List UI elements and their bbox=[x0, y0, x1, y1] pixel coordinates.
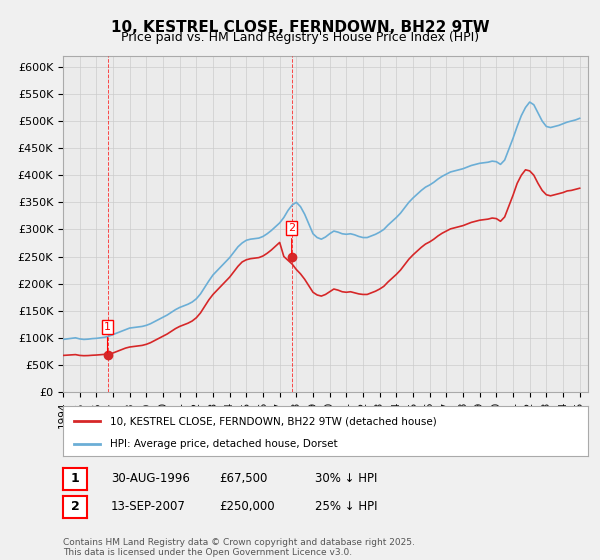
Text: 30% ↓ HPI: 30% ↓ HPI bbox=[315, 472, 377, 486]
Text: 1: 1 bbox=[104, 322, 111, 353]
Text: 10, KESTREL CLOSE, FERNDOWN, BH22 9TW (detached house): 10, KESTREL CLOSE, FERNDOWN, BH22 9TW (d… bbox=[110, 416, 437, 426]
Text: £250,000: £250,000 bbox=[219, 500, 275, 514]
Text: Contains HM Land Registry data © Crown copyright and database right 2025.
This d: Contains HM Land Registry data © Crown c… bbox=[63, 538, 415, 557]
Text: HPI: Average price, detached house, Dorset: HPI: Average price, detached house, Dors… bbox=[110, 439, 338, 449]
Text: 30-AUG-1996: 30-AUG-1996 bbox=[111, 472, 190, 486]
Text: Price paid vs. HM Land Registry's House Price Index (HPI): Price paid vs. HM Land Registry's House … bbox=[121, 31, 479, 44]
Text: 2: 2 bbox=[288, 223, 295, 254]
Text: 1: 1 bbox=[71, 472, 79, 486]
Text: 13-SEP-2007: 13-SEP-2007 bbox=[111, 500, 186, 514]
Text: 2: 2 bbox=[71, 500, 79, 514]
Text: £67,500: £67,500 bbox=[219, 472, 268, 486]
Text: 10, KESTREL CLOSE, FERNDOWN, BH22 9TW: 10, KESTREL CLOSE, FERNDOWN, BH22 9TW bbox=[110, 20, 490, 35]
Text: 25% ↓ HPI: 25% ↓ HPI bbox=[315, 500, 377, 514]
